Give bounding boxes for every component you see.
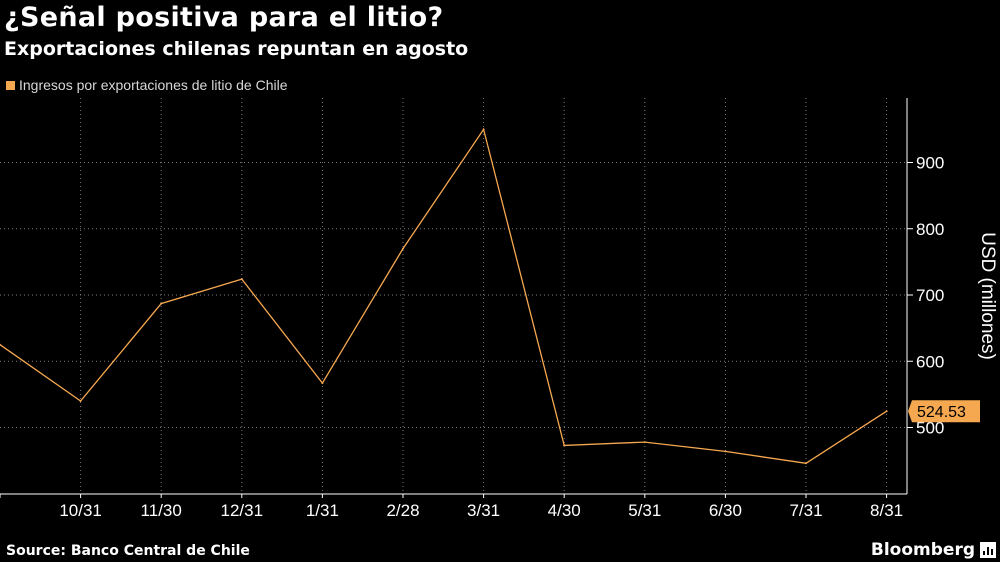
- chart-subtitle: Exportaciones chilenas repuntan en agost…: [4, 38, 469, 60]
- y-tick-label: 600: [916, 352, 944, 371]
- x-tick-label: 1/31: [306, 501, 339, 520]
- x-tick-label: 4/30: [548, 501, 581, 520]
- data-point: [240, 278, 243, 281]
- bar-chart-icon: [980, 542, 996, 558]
- data-point: [402, 247, 404, 250]
- brand-name: Bloomberg: [870, 540, 975, 560]
- series-line: [0, 127, 887, 464]
- legend-swatch: [6, 80, 15, 90]
- last-value-badge-bg: [908, 400, 980, 423]
- x-tick-label: 11/30: [141, 501, 182, 520]
- x-tick-label: 10/31: [59, 501, 102, 520]
- data-point: [79, 400, 82, 402]
- data-point: [805, 462, 807, 465]
- last-value-badge: 524.53: [908, 400, 980, 423]
- legend: Ingresos por exportaciones de litio de C…: [6, 77, 288, 93]
- y-tick-label: 700: [916, 286, 944, 305]
- last-value-label: 524.53: [917, 404, 966, 421]
- data-point: [160, 302, 163, 305]
- y-tick-label: 900: [916, 154, 944, 173]
- y-axis-label: USD (millones): [977, 232, 998, 360]
- data-point: [482, 128, 485, 131]
- x-tick-label: 2/28: [386, 501, 419, 520]
- data-point: [563, 444, 566, 447]
- data-point: [0, 343, 1, 346]
- y-tick-label: 800: [916, 220, 944, 239]
- x-tick-label: 12/31: [221, 501, 264, 520]
- x-tick-label: 6/30: [709, 501, 742, 520]
- x-tick-label: 3/31: [467, 501, 500, 520]
- data-point: [885, 410, 888, 413]
- brand-logo: Bloomberg: [871, 540, 996, 560]
- x-tick-label: 5/31: [628, 501, 661, 520]
- x-tick-label: 8/31: [870, 501, 903, 520]
- x-tick-label: 7/31: [789, 501, 822, 520]
- chart-title: ¿Señal positiva para el litio?: [4, 2, 444, 33]
- data-point: [321, 382, 324, 385]
- legend-label: Ingresos por exportaciones de litio de C…: [19, 77, 288, 93]
- data-point: [643, 441, 646, 444]
- y-tick-label: 500: [916, 419, 944, 438]
- source-note: Source: Banco Central de Chile: [6, 543, 250, 559]
- data-point: [724, 450, 727, 453]
